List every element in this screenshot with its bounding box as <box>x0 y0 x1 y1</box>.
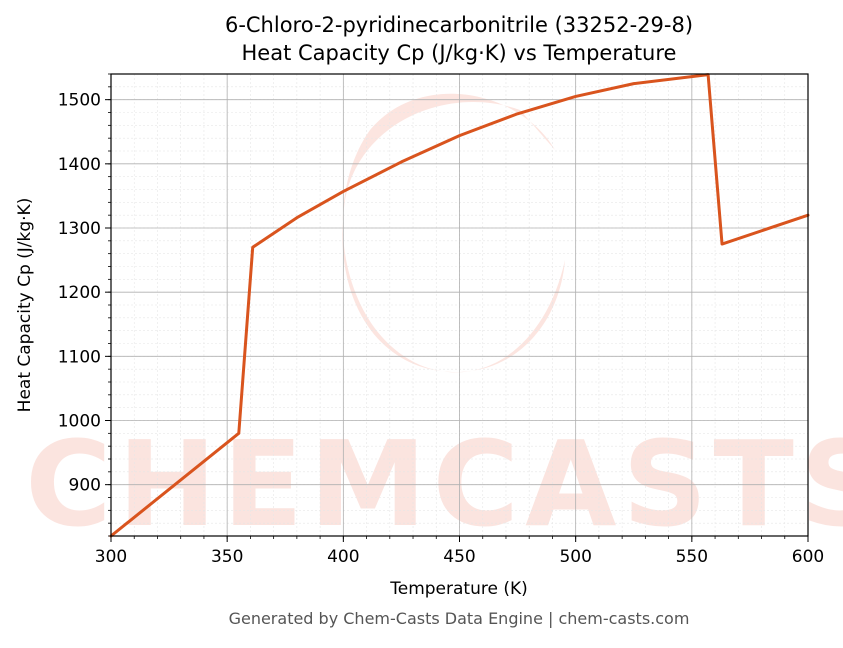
footer-text: Generated by Chem-Casts Data Engine | ch… <box>229 609 690 628</box>
y-tick-label: 1300 <box>58 219 101 239</box>
x-tick-label: 450 <box>443 547 475 567</box>
x-tick-label: 400 <box>327 547 359 567</box>
watermark-text: CHEMCASTS <box>25 415 843 553</box>
x-tick-label: 550 <box>676 547 708 567</box>
y-tick-label: 1400 <box>58 155 101 175</box>
series-layer <box>109 73 810 538</box>
watermark: CHEMCASTS <box>25 93 843 553</box>
series-line <box>109 73 810 538</box>
x-tick-label: 500 <box>559 547 591 567</box>
x-tick-label: 300 <box>95 547 127 567</box>
chart-title: 6-Chloro-2-pyridinecarbonitrile (33252-2… <box>225 13 693 37</box>
y-tick-label: 1500 <box>58 91 101 111</box>
y-tick-label: 1100 <box>58 347 101 367</box>
y-tick-label: 900 <box>69 476 101 496</box>
x-tick-label: 600 <box>792 547 824 567</box>
x-axis: 300 350 400 450 500 550 600 <box>95 536 824 567</box>
y-tick-label: 1000 <box>58 412 101 432</box>
x-tick-label: 350 <box>211 547 243 567</box>
chart-subtitle: Heat Capacity Cp (J/kg·K) vs Temperature <box>242 41 677 65</box>
y-axis-label: Heat Capacity Cp (J/kg·K) <box>15 198 35 413</box>
y-tick-label: 1200 <box>58 283 101 303</box>
y-axis: 900 1000 1100 1200 1300 1400 1500 <box>58 73 111 537</box>
x-axis-label: Temperature (K) <box>389 579 528 599</box>
